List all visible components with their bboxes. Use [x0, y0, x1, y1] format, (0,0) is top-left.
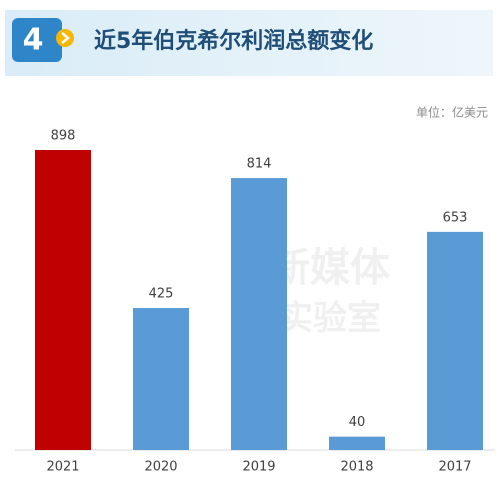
- x-tick-label: 2019: [242, 460, 275, 475]
- watermark: 实验室: [279, 299, 381, 339]
- bar: [329, 436, 385, 450]
- bar: [427, 231, 483, 450]
- value-label: 814: [247, 157, 272, 172]
- chart-title: 近5年伯克希尔利润总额变化: [94, 28, 373, 54]
- value-label: 40: [349, 415, 366, 430]
- badge-arrow: [56, 29, 74, 47]
- bar: [35, 150, 91, 450]
- unit-label: 单位：亿美元: [416, 105, 488, 120]
- badge: [12, 18, 62, 62]
- value-label: 425: [149, 287, 174, 302]
- value-label: 653: [443, 210, 468, 225]
- x-tick-label: 2018: [340, 460, 373, 475]
- bar: [231, 178, 287, 450]
- watermark: 新媒体: [270, 245, 390, 291]
- x-tick-label: 2020: [144, 460, 177, 475]
- x-tick-label: 2021: [46, 460, 79, 475]
- badge-number: 4: [23, 23, 44, 58]
- bar: [133, 308, 189, 450]
- badge-arrow-icon: [61, 32, 70, 44]
- title-banner: [5, 10, 493, 76]
- value-label: 898: [51, 129, 76, 144]
- x-tick-label: 2017: [438, 460, 471, 475]
